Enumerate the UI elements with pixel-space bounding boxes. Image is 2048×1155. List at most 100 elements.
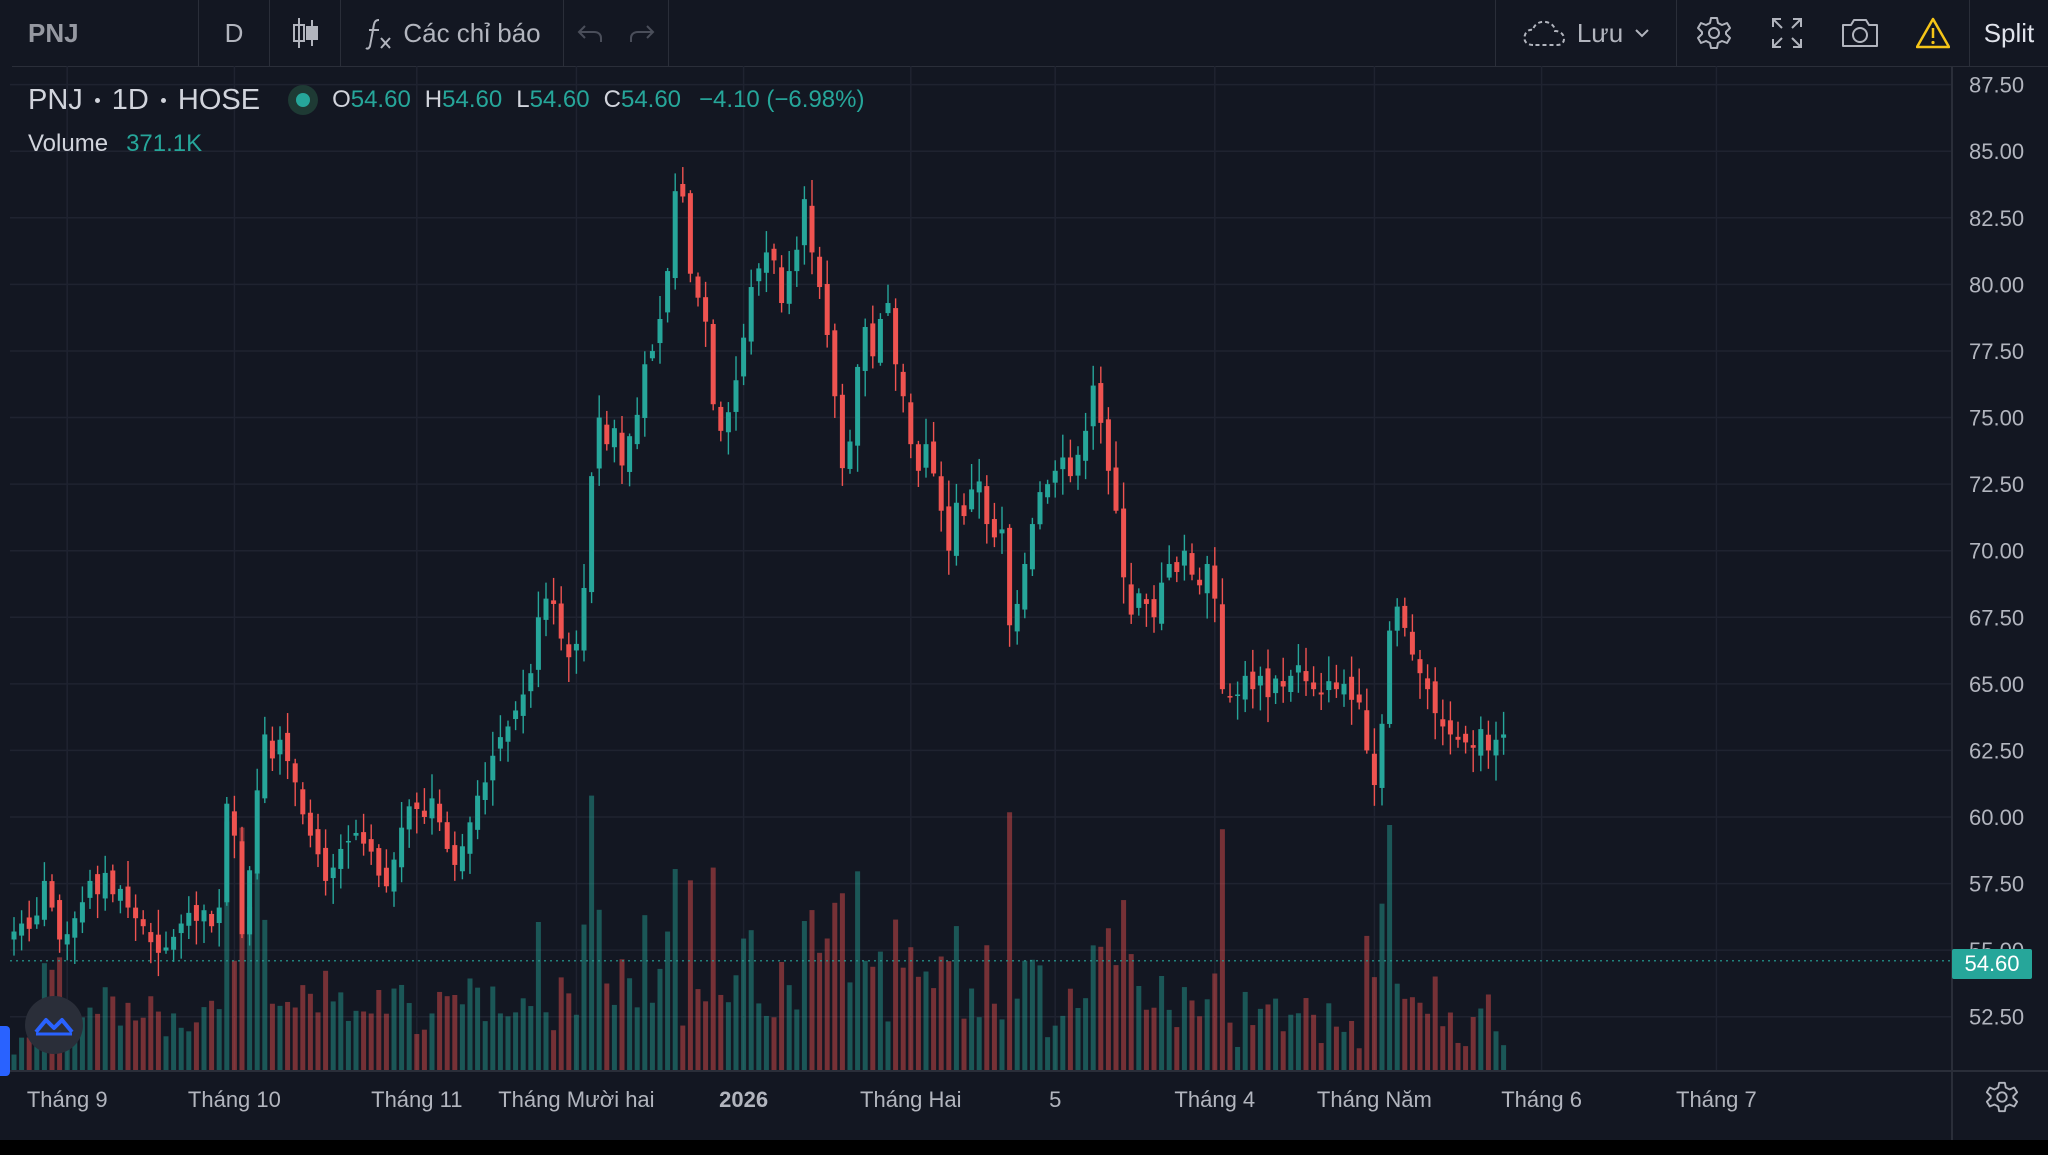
volume-bar	[133, 1020, 139, 1070]
candle-body	[497, 737, 503, 749]
volume-bar	[1166, 1009, 1172, 1070]
candle-body	[421, 810, 427, 818]
volume-bar	[672, 869, 678, 1070]
split-button[interactable]: Split	[1983, 17, 2035, 48]
volume-bar	[1470, 1017, 1476, 1070]
redo-button[interactable]	[616, 0, 668, 66]
legend-symbol-title[interactable]: PNJ 1D HOSE	[28, 84, 260, 117]
settings-button[interactable]	[1677, 0, 1750, 66]
volume-bar	[178, 1027, 184, 1070]
candle-body	[406, 806, 412, 830]
volume-bar	[786, 985, 792, 1070]
warning-button[interactable]	[1896, 0, 1969, 66]
candle-body	[596, 417, 602, 469]
volume-bar	[231, 960, 237, 1070]
market-status-icon[interactable]	[288, 85, 319, 115]
volume-bar	[421, 1029, 427, 1070]
candle-body	[1007, 527, 1013, 626]
candle-body	[1219, 604, 1225, 690]
candle-body	[1121, 508, 1127, 578]
volume-bar	[467, 978, 473, 1070]
candle-body	[178, 923, 184, 934]
candle-body	[1318, 692, 1324, 695]
toolbar-divider	[563, 0, 564, 66]
toolbar-divider	[269, 0, 270, 66]
save-button[interactable]: Lưu	[1496, 0, 1676, 66]
candle-body	[1440, 719, 1446, 727]
volume-label[interactable]: Volume	[28, 130, 109, 157]
volume-bar	[718, 994, 724, 1070]
tradingview-logo-icon[interactable]	[25, 996, 83, 1054]
candle-body	[285, 732, 291, 762]
time-tick-label: Tháng Năm	[1317, 1087, 1432, 1112]
interval-button[interactable]: D	[224, 17, 244, 48]
candle-body	[1447, 720, 1453, 735]
candle-body	[1090, 385, 1096, 427]
volume-bar	[1364, 935, 1370, 1070]
indicators-button[interactable]: Các chỉ báo	[341, 0, 563, 66]
candle-body	[239, 841, 245, 935]
side-panel-toggle[interactable]	[0, 1026, 10, 1076]
volume-bar	[1159, 975, 1165, 1070]
price-tick-label: 72.50	[1969, 472, 2024, 497]
undo-button[interactable]	[564, 0, 616, 66]
volume-bar	[376, 989, 382, 1070]
chart-type-button[interactable]	[270, 0, 340, 66]
volume-bar	[885, 1021, 891, 1070]
volume-bar	[855, 871, 861, 1070]
candle-body	[49, 881, 55, 908]
volume-bar	[763, 1015, 769, 1070]
candle-body	[11, 931, 17, 940]
symbol-search-button[interactable]: PNJ	[28, 17, 79, 48]
candle-body	[877, 318, 883, 363]
volume-bar	[1212, 973, 1218, 1070]
candle-body	[186, 912, 192, 926]
candle-body	[817, 256, 823, 288]
candle-body	[444, 822, 450, 849]
volume-bar	[452, 994, 458, 1070]
volume-bar	[353, 1010, 359, 1070]
volume-bar	[1060, 1015, 1066, 1070]
candle-body	[695, 276, 701, 298]
candle-body	[710, 324, 716, 405]
candle-body	[938, 476, 944, 511]
volume-bar	[1250, 1025, 1256, 1070]
volume-bar	[817, 952, 823, 1070]
volume-bar	[361, 1011, 367, 1070]
chart-pane[interactable]: 87.50 85.00 82.50 80.00 77.50 75.00 72.50 70.00…	[0, 66, 2048, 1140]
candle-body	[703, 297, 709, 322]
volume-bar	[589, 795, 595, 1070]
volume-bar	[1151, 1007, 1157, 1070]
legend-volume-row: Volume 371.1K	[28, 124, 864, 164]
volume-bar	[680, 1025, 686, 1070]
volume-bar	[1402, 998, 1408, 1070]
axis-settings-gear-icon[interactable]	[1985, 1080, 2019, 1114]
volume-bar	[399, 984, 405, 1070]
volume-bar	[573, 1014, 579, 1070]
price-tick-label: 62.50	[1969, 738, 2024, 763]
price-tick-label: 67.50	[1969, 605, 2024, 630]
volume-bar	[307, 993, 313, 1070]
volume-bar	[779, 961, 785, 1070]
snapshot-button[interactable]	[1823, 0, 1896, 66]
candle-body	[209, 913, 215, 927]
volume-bar	[870, 966, 876, 1070]
candle-body	[79, 902, 85, 923]
volume-bar	[1022, 960, 1028, 1070]
candle-body	[581, 587, 587, 651]
candle-body	[1356, 694, 1362, 703]
volume-bar	[1311, 1014, 1317, 1070]
candle-body	[733, 380, 739, 412]
candle-body	[1280, 681, 1286, 687]
candle-body	[1288, 675, 1294, 693]
volume-bar	[125, 1002, 131, 1070]
fullscreen-button[interactable]	[1750, 0, 1823, 66]
volume-bar	[277, 1005, 283, 1070]
candlestick-chart[interactable]: 87.50 85.00 82.50 80.00 77.50 75.00 72.50 70.00…	[0, 66, 2048, 1140]
volume-bar	[809, 910, 815, 1070]
candles-icon	[293, 18, 318, 48]
candle-body	[779, 267, 785, 304]
volume-bar	[269, 1003, 275, 1070]
candle-body	[543, 598, 549, 620]
camera-icon	[1841, 19, 1878, 47]
